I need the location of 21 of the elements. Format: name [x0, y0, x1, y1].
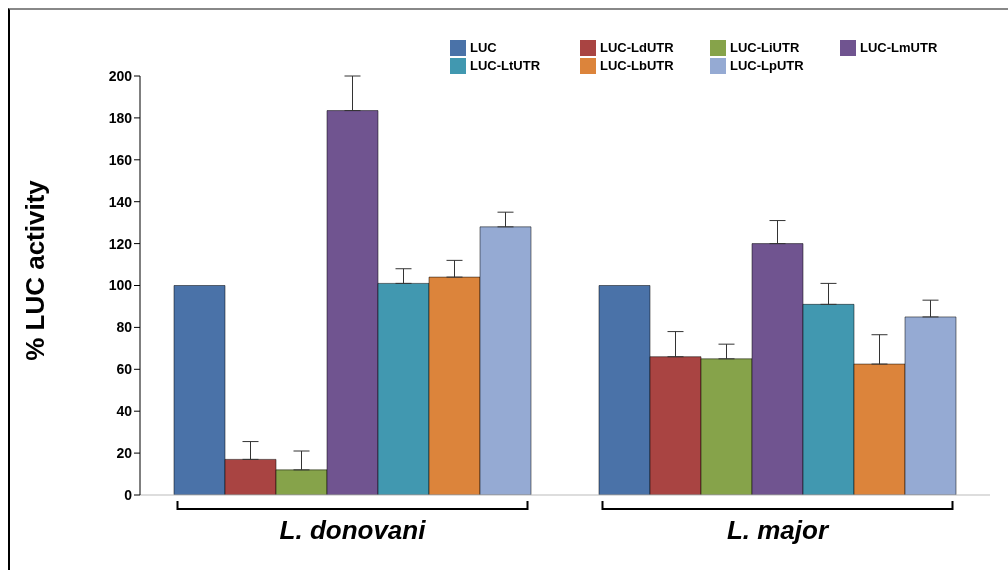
y-tick-label: 100 — [108, 277, 133, 294]
x-tick-label: L. major — [726, 515, 830, 545]
y-tick-label: 40 — [116, 403, 133, 420]
y-tick-label: 0 — [124, 486, 133, 503]
legend-label: LUC-LiUTR — [730, 40, 801, 55]
legend-label: LUC-LdUTR — [600, 40, 675, 55]
y-tick-label: 200 — [108, 67, 133, 84]
y-tick-label: 120 — [108, 235, 133, 252]
legend-label: LUC — [470, 40, 498, 55]
legend-label: LUC-LmUTR — [860, 40, 939, 55]
x-tick-label: L. donovani — [279, 515, 427, 545]
y-tick-label: 20 — [116, 445, 133, 462]
y-tick-label: 80 — [116, 319, 133, 336]
y-tick-label: 60 — [116, 361, 133, 378]
legend-label: LUC-LpUTR — [730, 58, 805, 73]
legend-label: LUC-LtUTR — [470, 58, 542, 73]
legend-label: LUC-LbUTR — [600, 58, 675, 73]
y-axis-title: % LUC activity — [19, 179, 51, 361]
y-tick-label: 180 — [108, 109, 133, 126]
y-tick-label: 160 — [108, 151, 133, 168]
y-tick-label: 140 — [108, 193, 133, 210]
